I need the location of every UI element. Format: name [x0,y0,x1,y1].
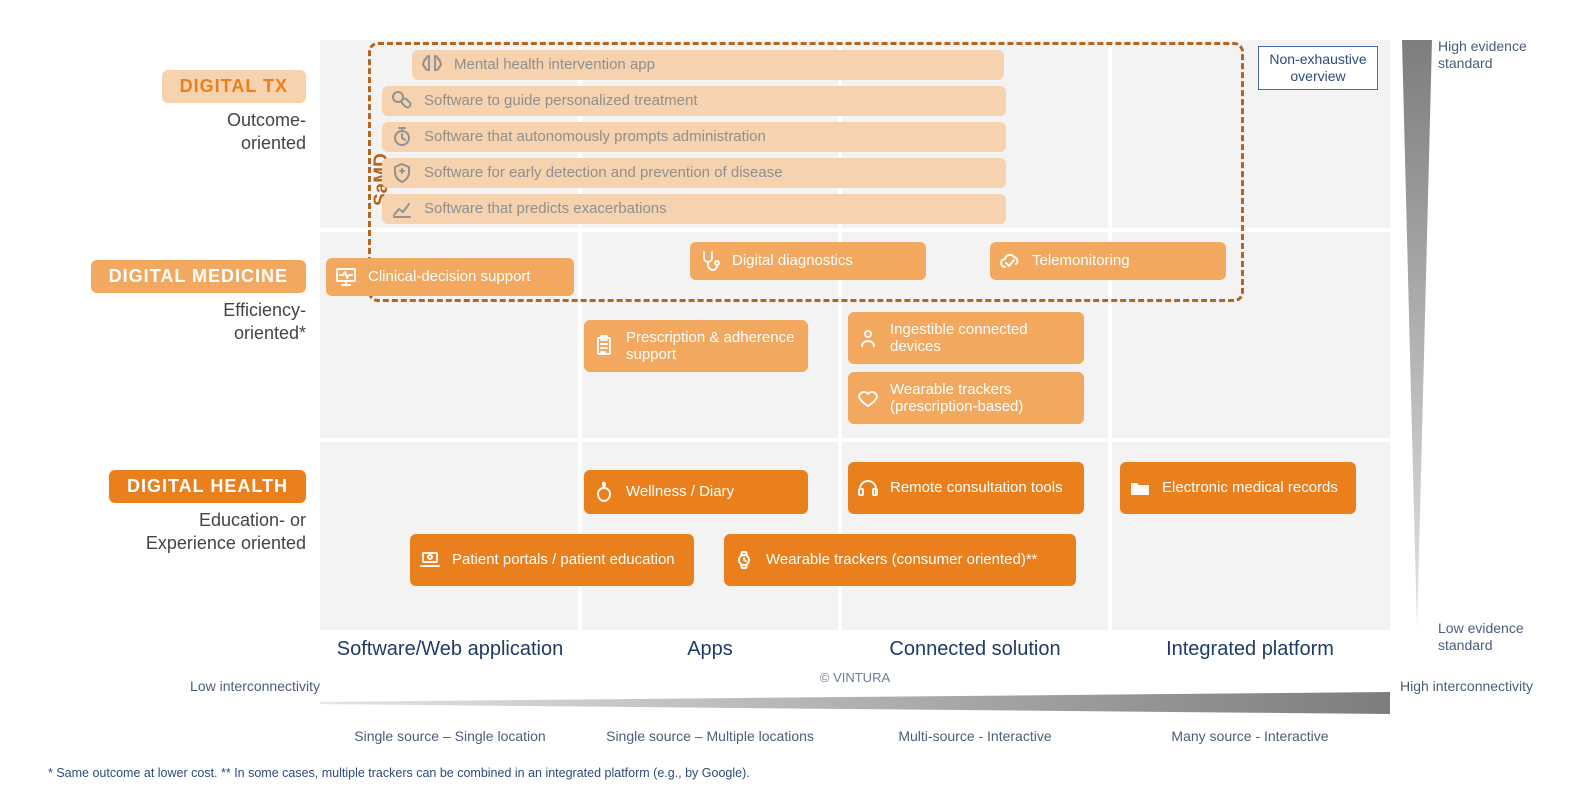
pill-item: Software to guide personalized treatment [382,86,1006,116]
apple-icon [592,480,616,504]
pill-label: Patient portals / patient education [452,551,675,568]
pill-label: Wearable trackers (consumer oriented)** [766,551,1038,568]
footnote: * Same outcome at lower cost. ** In some… [48,766,750,780]
row-tag: DIGITAL TX [162,70,306,103]
pill-item: Prescription & adherence support [584,320,808,372]
interconnectivity-high: High interconnectivity [1400,678,1550,695]
pill-item: Software that autonomously prompts admin… [382,122,1006,152]
heart-icon [856,386,880,410]
column-sub: Many source - Interactive [1120,728,1380,744]
pills-icon [390,89,414,113]
watch-icon [732,548,756,572]
pill-label: Clinical-decision support [368,268,531,285]
non-exhaustive-badge: Non-exhaustiveoverview [1258,46,1378,90]
column-header: Software/Web application [320,638,580,661]
pill-label: Prescription & adherence support [626,329,796,364]
shield-icon [390,161,414,185]
pill-item: Wellness / Diary [584,470,808,514]
row-label: DIGITAL TX Outcome-oriented [46,70,306,154]
clock-icon [390,125,414,149]
pill-label: Software to guide personalized treatment [424,92,698,109]
interconnectivity-low: Low interconnectivity [170,678,320,695]
pill-label: Digital diagnostics [732,252,853,269]
pill-label: Software that autonomously prompts admin… [424,128,766,145]
monitor-icon [334,265,358,289]
evidence-axis-high: High evidence standard [1438,38,1568,72]
pill-item: Wearable trackers (consumer oriented)** [724,534,1076,586]
evidence-axis [1402,40,1432,630]
row-label: DIGITAL HEALTH Education- orExperience or… [46,470,306,554]
row-subtitle: Education- orExperience oriented [46,509,306,554]
column-header: Connected solution [845,638,1105,661]
copyright: © VINTURA [320,670,1390,685]
chart-icon [390,197,414,221]
brain-icon [420,53,444,77]
pill-item: Wearable trackers (prescription-based) [848,372,1084,424]
pill-item: Software that predicts exacerbations [382,194,1006,224]
pill-label: Software for early detection and prevent… [424,164,783,181]
headset-icon [856,476,880,500]
pill-label: Wearable trackers (prescription-based) [890,381,1072,416]
pill-label: Mental health intervention app [454,56,655,73]
row-separator [320,438,1390,442]
pill-item: Ingestible connected devices [848,312,1084,364]
pill-label: Remote consultation tools [890,479,1063,496]
column-sub: Multi-source - Interactive [845,728,1105,744]
person-icon [856,326,880,350]
pill-label: Electronic medical records [1162,479,1338,496]
row-label: DIGITAL MEDICINE Efficiency-oriented* [46,260,306,344]
column-sub: Single source – Single location [320,728,580,744]
pill-item: Telemonitoring [990,242,1226,280]
pill-label: Software that predicts exacerbations [424,200,667,217]
pill-item: Digital diagnostics [690,242,926,280]
pill-label: Ingestible connected devices [890,321,1072,356]
pill-item: Electronic medical records [1120,462,1356,514]
row-tag: DIGITAL MEDICINE [91,260,306,293]
pill-label: Telemonitoring [1032,252,1130,269]
row-tag: DIGITAL HEALTH [109,470,306,503]
pill-item: Mental health intervention app [412,50,1004,80]
row-subtitle: Efficiency-oriented* [46,299,306,344]
column-header: Apps [580,638,840,661]
column-header: Integrated platform [1120,638,1380,661]
pill-item: Patient portals / patient education [410,534,694,586]
row-subtitle: Outcome-oriented [46,109,306,154]
column-sub: Single source – Multiple locations [580,728,840,744]
cloud-icon [998,249,1022,273]
pill-label: Wellness / Diary [626,483,734,500]
interconnectivity-axis [320,692,1390,714]
steth-icon [698,249,722,273]
evidence-axis-low: Low evidence standard [1438,620,1568,654]
folder-icon [1128,476,1152,500]
laptop-icon [418,548,442,572]
pill-item: Clinical-decision support [326,258,574,296]
clipboard-icon [592,334,616,358]
pill-item: Software for early detection and prevent… [382,158,1006,188]
pill-item: Remote consultation tools [848,462,1084,514]
